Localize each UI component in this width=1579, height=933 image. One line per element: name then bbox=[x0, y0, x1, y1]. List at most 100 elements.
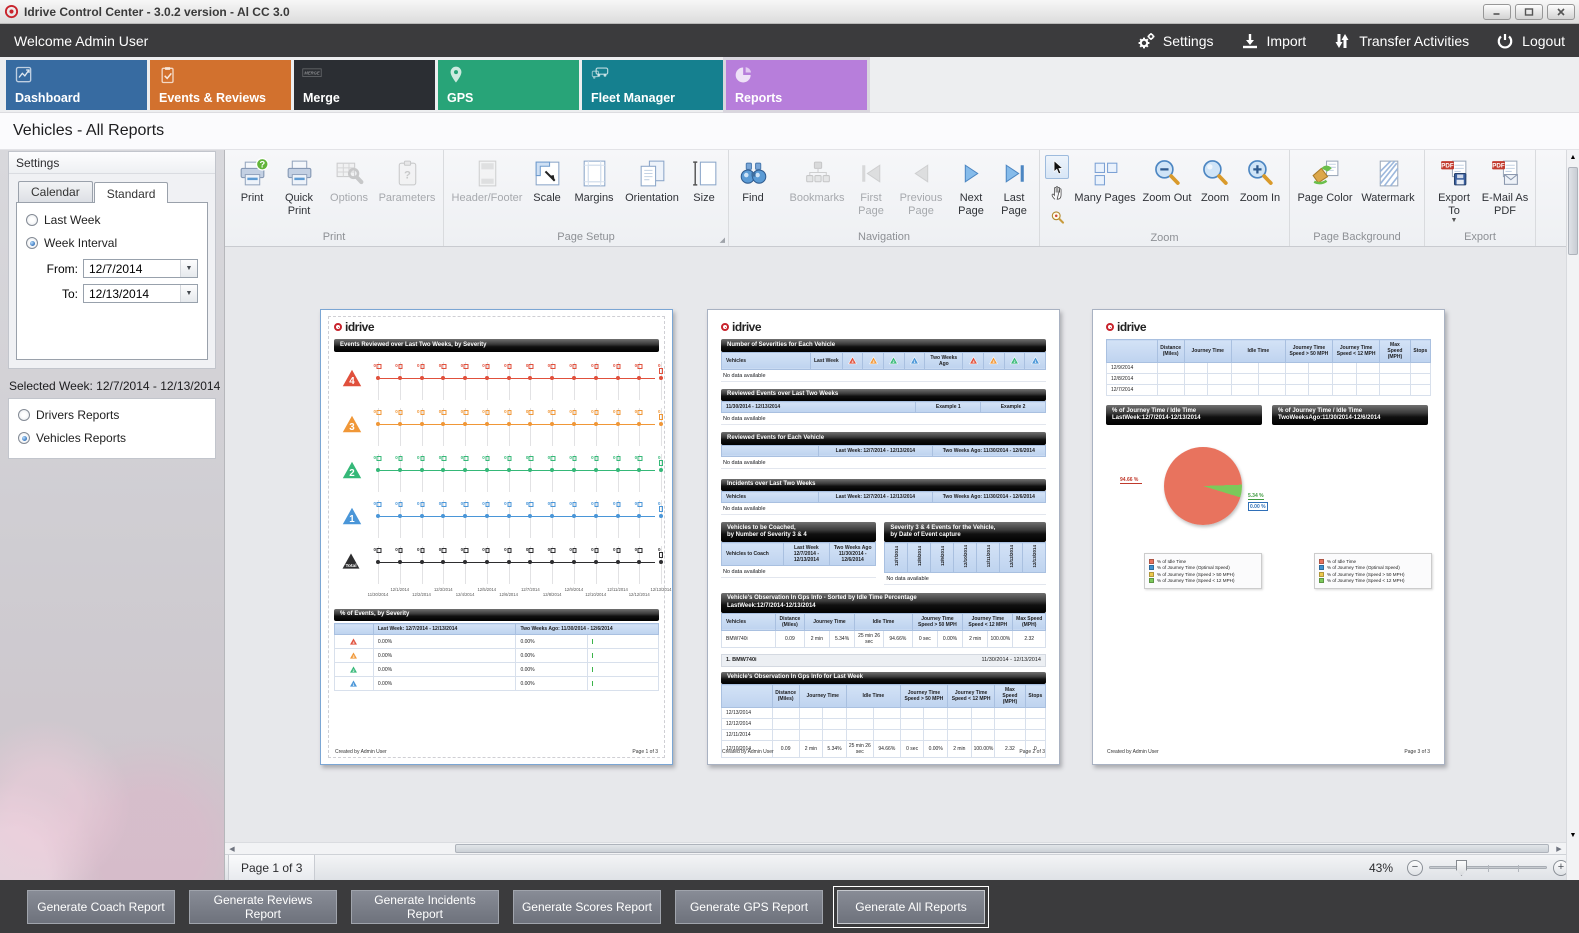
horizontal-scroll-thumb[interactable] bbox=[455, 844, 1549, 853]
close-button[interactable] bbox=[1547, 3, 1575, 20]
dialog-launcher-icon[interactable]: ◢ bbox=[719, 237, 725, 244]
zoom-button[interactable]: Zoom bbox=[1195, 154, 1235, 229]
module-tab-dashboard[interactable]: Dashboard bbox=[6, 59, 147, 110]
module-tab-events-reviews[interactable]: Events & Reviews bbox=[150, 59, 291, 110]
module-tab-fleet-manager[interactable]: Fleet Manager bbox=[582, 59, 723, 110]
report-page-2[interactable]: idrive Number of Severities for Each Vehi… bbox=[707, 309, 1060, 765]
generate-gps-report-button[interactable]: Generate GPS Report bbox=[675, 889, 823, 924]
module-tab-merge[interactable]: MERGE Merge bbox=[294, 59, 435, 110]
svg-text:Total: Total bbox=[345, 563, 356, 569]
data-point bbox=[659, 560, 663, 564]
tab-calendar[interactable]: Calendar bbox=[18, 181, 93, 202]
horizontal-scrollbar[interactable]: ◀ ▶ bbox=[225, 842, 1579, 854]
generate-coach-report-button[interactable]: Generate Coach Report bbox=[27, 889, 175, 924]
chevron-down-icon[interactable]: ▼ bbox=[180, 285, 197, 302]
watermark-button[interactable]: Watermark bbox=[1356, 154, 1420, 228]
zoom-in-button[interactable]: Zoom In bbox=[1235, 154, 1285, 229]
svg-text:2: 2 bbox=[893, 360, 895, 364]
minimize-button[interactable] bbox=[1483, 3, 1511, 20]
scroll-up-arrow[interactable]: ▲ bbox=[1569, 153, 1577, 161]
event-flag-marker: 0 bbox=[461, 501, 469, 508]
event-flag-marker: 0 bbox=[439, 363, 447, 370]
pointer-tool[interactable] bbox=[1045, 155, 1069, 179]
ribbon-group-label: Export bbox=[1464, 231, 1496, 243]
gridline bbox=[595, 499, 597, 538]
print-button[interactable]: ? Print bbox=[229, 154, 275, 228]
module-tab-gps[interactable]: GPS bbox=[438, 59, 579, 110]
scroll-right-arrow[interactable]: ▶ bbox=[1556, 845, 1562, 853]
settings-panel: Settings Calendar Standard Last Week Wee… bbox=[8, 151, 216, 369]
zoom-out-button[interactable]: Zoom Out bbox=[1139, 154, 1195, 229]
generate-reviews-report-button[interactable]: Generate Reviews Report bbox=[189, 889, 337, 924]
legend-item: % of Journey Time (Speed < 12 MPH) bbox=[1319, 578, 1427, 583]
maximize-button[interactable] bbox=[1515, 3, 1543, 20]
report-page-3[interactable]: idrive Distance (Miles) Journey Time Idle T… bbox=[1092, 309, 1445, 765]
event-flag-marker: 0 bbox=[461, 409, 469, 416]
orientation-button[interactable]: Orientation bbox=[620, 154, 684, 228]
settings-menu-button[interactable]: Settings bbox=[1136, 32, 1214, 50]
svg-text:2: 2 bbox=[349, 468, 355, 479]
last-page-icon bbox=[998, 157, 1031, 190]
timeline-plot: 0 0 0 0 0 0 0 0 0 0 0 0 0 0 bbox=[373, 356, 663, 402]
transfer-activities-button[interactable]: Transfer Activities bbox=[1332, 32, 1469, 50]
gridline bbox=[421, 545, 423, 584]
reviewed-vehicle-table: Last Week: 12/7/2014 - 12/13/2014 Two Wee… bbox=[720, 444, 1047, 457]
generate-scores-report-button[interactable]: Generate Scores Report bbox=[513, 889, 661, 924]
svg-text:1: 1 bbox=[353, 683, 355, 687]
event-flag-marker: 0 bbox=[635, 455, 643, 462]
gridline bbox=[530, 499, 532, 538]
week-interval-radio[interactable]: Week Interval bbox=[26, 236, 198, 250]
parameters-icon: ? bbox=[391, 157, 424, 190]
last-week-radio[interactable]: Last Week bbox=[26, 213, 198, 227]
next-page-button[interactable]: Next Page bbox=[949, 154, 993, 228]
many-pages-button[interactable]: Many Pages bbox=[1071, 154, 1139, 229]
margins-button[interactable]: Margins bbox=[568, 154, 620, 228]
incidents-table: Vehicles Last Week: 12/7/2014 - 12/13/201… bbox=[720, 491, 1047, 503]
scroll-left-arrow[interactable]: ◀ bbox=[229, 845, 235, 853]
ribbon-group-print: ? Print Quick Print Options? Parameters Print bbox=[225, 150, 444, 246]
scroll-down-arrow[interactable]: ▼ bbox=[1569, 831, 1577, 839]
chevron-down-icon[interactable]: ▼ bbox=[180, 260, 197, 277]
drivers-reports-radio[interactable]: Drivers Reports bbox=[18, 408, 206, 422]
module-tab-reports[interactable]: Reports bbox=[723, 56, 870, 113]
many-pages-icon bbox=[1089, 157, 1122, 190]
import-button[interactable]: Import bbox=[1240, 32, 1306, 50]
zoom-out-button[interactable]: − bbox=[1407, 859, 1423, 876]
magnifier-tool[interactable] bbox=[1045, 205, 1069, 229]
preview-surface: idrive Events Reviewed over Last Two Week… bbox=[225, 247, 1579, 842]
logout-button[interactable]: Logout bbox=[1495, 32, 1565, 50]
to-date-combobox[interactable]: 12/13/2014 ▼ bbox=[83, 284, 198, 303]
from-date-combobox[interactable]: 12/7/2014 ▼ bbox=[83, 259, 198, 278]
quick-print-button[interactable]: Quick Print bbox=[275, 154, 323, 228]
severity-Total-icon: Total bbox=[340, 550, 362, 570]
legend-item: % of Journey Time (Speed > 50 MPH) bbox=[1149, 571, 1257, 577]
ribbon-button-label: Zoom bbox=[1200, 192, 1230, 204]
last-page-button[interactable]: Last Page bbox=[993, 154, 1035, 228]
report-section-header: % of Events, by Severity bbox=[334, 608, 659, 621]
zoom-slider-thumb[interactable] bbox=[1456, 860, 1467, 876]
export-to-button[interactable]: PDF Export To ▼ bbox=[1429, 154, 1479, 228]
tab-standard[interactable]: Standard bbox=[93, 182, 169, 203]
size-button[interactable]: Size bbox=[684, 154, 724, 228]
event-flag-marker: 0 bbox=[482, 455, 490, 462]
generate-incidents-report-button[interactable]: Generate Incidents Report bbox=[351, 889, 499, 924]
page-color-button[interactable]: Page Color bbox=[1294, 154, 1356, 228]
axis-date-label: 12/6/2014 bbox=[499, 592, 518, 597]
vehicles-reports-radio[interactable]: Vehicles Reports bbox=[18, 431, 206, 445]
find-button[interactable]: Find bbox=[733, 154, 773, 228]
scale-button[interactable]: Scale bbox=[526, 154, 568, 228]
hand-tool[interactable] bbox=[1045, 180, 1069, 204]
gridline bbox=[617, 545, 619, 584]
generate-all-reports-button[interactable]: Generate All Reports bbox=[833, 885, 989, 928]
zoom-slider[interactable] bbox=[1429, 860, 1547, 876]
vertical-scrollbar[interactable]: ▲ ▼ bbox=[1566, 150, 1579, 880]
reviewed-weeks-table: 11/30/2014 - 12/13/2014 Example 1 Example … bbox=[720, 401, 1046, 413]
vehicle-group-row[interactable]: 1. BMW740i 11/30/2014 - 12/13/2014 bbox=[721, 653, 1046, 667]
report-page-1[interactable]: idrive Events Reviewed over Last Two Week… bbox=[320, 309, 673, 765]
vertical-scroll-thumb[interactable] bbox=[1568, 167, 1578, 255]
legend-last-week: % of Idle Time% of Journey Time (Optimal… bbox=[1144, 553, 1262, 589]
event-flag-marker: 0 bbox=[461, 363, 469, 370]
e-mail-as-pdf-button[interactable]: PDF E-Mail As PDF bbox=[1479, 154, 1531, 228]
table-row: 12/13/2014 bbox=[721, 707, 1047, 720]
chevron-down-icon[interactable]: ▼ bbox=[1450, 217, 1458, 225]
